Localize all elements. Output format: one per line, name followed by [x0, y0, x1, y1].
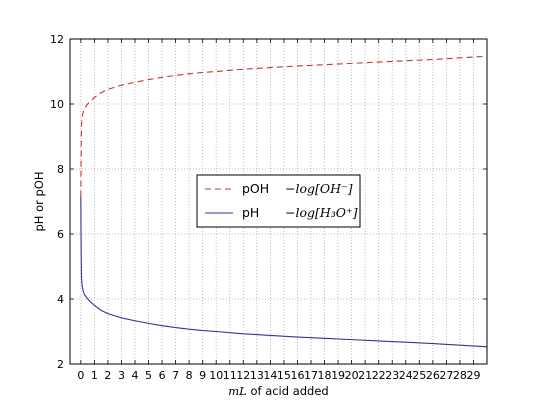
- x-tick-label: 20: [345, 369, 359, 382]
- y-tick-label: 2: [57, 358, 64, 371]
- x-tick-label: 10: [209, 369, 223, 382]
- x-tick-label: 5: [145, 369, 152, 382]
- y-tick-label: 6: [57, 228, 64, 241]
- y-tick-label: 4: [57, 293, 64, 306]
- y-tick-label: 8: [57, 163, 64, 176]
- x-tick-label: 14: [263, 369, 277, 382]
- legend-label-poh: pOH: [242, 181, 269, 196]
- x-tick-label: 7: [172, 369, 179, 382]
- x-tick-label: 16: [290, 369, 304, 382]
- x-tick-label: 18: [318, 369, 332, 382]
- legend-math-poh: −log[OH⁻]: [285, 181, 353, 196]
- x-tick-label: 11: [223, 369, 237, 382]
- x-axis-label-math: mL: [228, 384, 247, 398]
- x-tick-label: 6: [159, 369, 166, 382]
- y-tick-label: 12: [50, 33, 64, 46]
- x-tick-label: 1: [91, 369, 98, 382]
- legend: pOH −log[OH⁻] pH −log[H₃O⁺]: [196, 174, 361, 228]
- x-axis-label: mL of acid added: [228, 384, 328, 398]
- x-tick-label: 28: [453, 369, 467, 382]
- x-tick-label: 2: [104, 369, 111, 382]
- plot-frame: [69, 38, 488, 365]
- x-tick-label: 21: [358, 369, 372, 382]
- legend-math-ph: −log[H₃O⁺]: [285, 205, 358, 220]
- x-tick-label: 4: [131, 369, 138, 382]
- x-tick-label: 22: [372, 369, 386, 382]
- legend-box: [196, 174, 361, 228]
- x-tick-label: 3: [118, 369, 125, 382]
- x-tick-label: 0: [77, 369, 84, 382]
- x-tick-label: 25: [412, 369, 426, 382]
- x-tick-label: 8: [186, 369, 193, 382]
- ticks: 0 1 2 3 4 5 6 7 8 9 10 11 12 13 14 15 16 17 18 19 20 21 22 23 24…: [50, 33, 487, 382]
- x-tick-label: 24: [399, 369, 413, 382]
- series-line-poh: [80, 55, 487, 197]
- x-tick-label: 27: [439, 369, 453, 382]
- x-tick-label: 29: [466, 369, 480, 382]
- series-line-ph: [80, 196, 487, 348]
- x-tick-label: 9: [199, 369, 206, 382]
- x-tick-label: 26: [426, 369, 440, 382]
- x-tick-label: 12: [236, 369, 250, 382]
- x-tick-label: 23: [385, 369, 399, 382]
- x-tick-label: 13: [250, 369, 264, 382]
- series-layer: [80, 55, 487, 348]
- x-tick-label: 19: [331, 369, 345, 382]
- y-tick-label: 10: [50, 98, 64, 111]
- x-axis-label-text: of acid added: [247, 384, 329, 398]
- x-tick-label: 15: [277, 369, 291, 382]
- legend-label-ph: pH: [242, 205, 259, 220]
- y-axis-label: pH or pOH: [32, 171, 46, 231]
- x-tick-label: 17: [304, 369, 318, 382]
